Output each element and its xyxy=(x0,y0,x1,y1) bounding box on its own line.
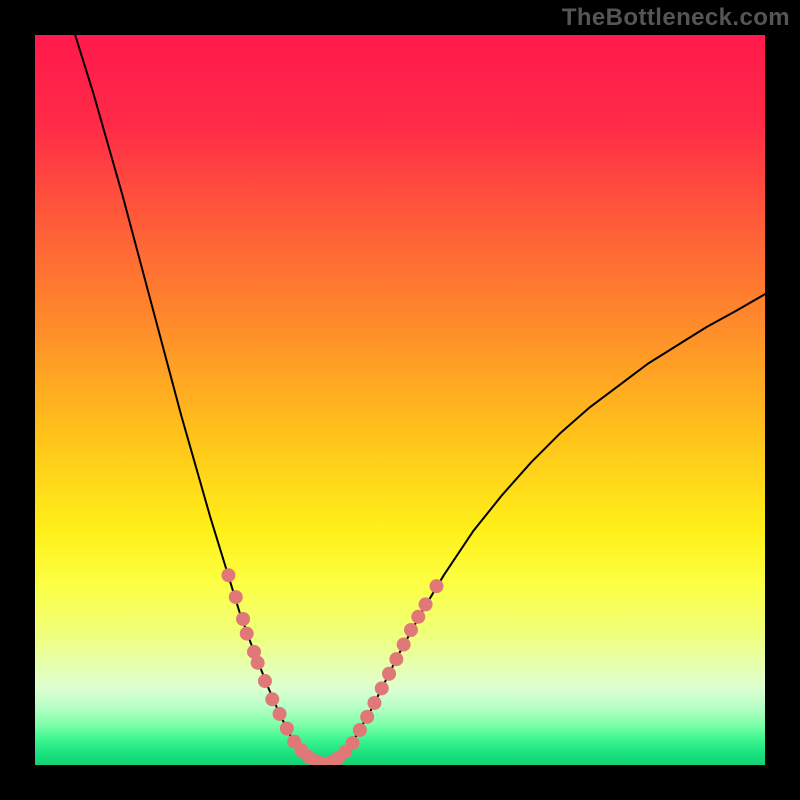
sample-dot xyxy=(360,710,374,724)
sample-dot xyxy=(375,681,389,695)
sample-dot xyxy=(258,674,272,688)
sample-dot xyxy=(397,638,411,652)
sample-dot xyxy=(411,610,425,624)
sample-dot xyxy=(265,692,279,706)
chart-svg xyxy=(35,35,765,765)
watermark-text: TheBottleneck.com xyxy=(562,4,790,32)
sample-dot xyxy=(273,707,287,721)
sample-dot xyxy=(353,723,367,737)
sample-dot xyxy=(346,736,360,750)
sample-dot xyxy=(367,696,381,710)
sample-dot xyxy=(280,722,294,736)
sample-dot xyxy=(382,667,396,681)
sample-dot xyxy=(251,656,265,670)
sample-dot xyxy=(430,579,444,593)
sample-dot xyxy=(389,652,403,666)
sample-dot xyxy=(229,590,243,604)
sample-dot xyxy=(240,627,254,641)
sample-dot xyxy=(419,597,433,611)
sample-dot xyxy=(236,612,250,626)
sample-dot xyxy=(404,623,418,637)
sample-dot xyxy=(221,568,235,582)
plot-area xyxy=(35,35,765,765)
figure-root: TheBottleneck.com xyxy=(0,0,800,800)
